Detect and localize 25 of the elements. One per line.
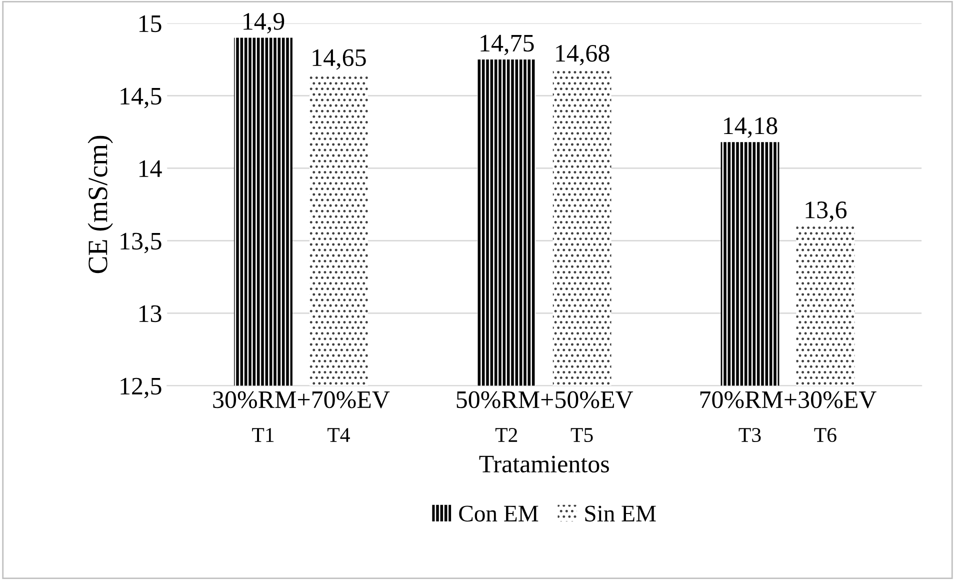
y-axis-title: CE (mS/cm): [88, 136, 113, 274]
data-label: 14,75: [480, 34, 534, 56]
x-tick-label: 70%RM+30%EV: [700, 391, 876, 408]
text: T6: [814, 428, 836, 442]
y-tick-label: 13,5: [120, 232, 162, 254]
y-tick-label: 13: [139, 305, 162, 322]
legend-label: Sin EM: [585, 506, 656, 522]
text: T5: [570, 428, 593, 442]
text: T1: [252, 428, 274, 442]
text: T4: [328, 428, 350, 442]
data-label: 14,9: [244, 13, 284, 34]
y-tick-label: 14,5: [120, 88, 162, 108]
x-axis-title: Tratamientos: [479, 456, 609, 472]
legend-label: Con EM: [459, 506, 538, 522]
y-tick-label: 14: [139, 160, 162, 177]
x-tick-label: 50%RM+50%EV: [456, 391, 634, 408]
text: T2: [495, 428, 518, 442]
data-label: 14,68: [556, 44, 610, 66]
y-tick-label: 15: [139, 15, 162, 32]
y-tick-label: 12,5: [120, 378, 162, 398]
data-label: 14,18: [724, 117, 778, 138]
data-label: 13,6: [806, 202, 847, 222]
data-label: 14,65: [312, 49, 366, 70]
x-tick-label: 30%RM+70%EV: [213, 391, 390, 408]
text: T3: [738, 428, 761, 442]
